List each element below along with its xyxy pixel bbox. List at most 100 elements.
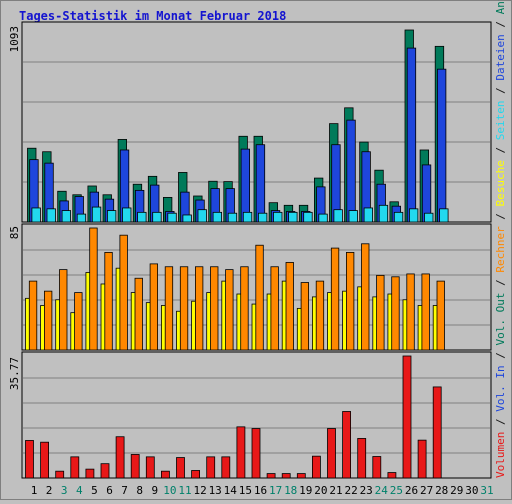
x-tick-label-day-24: 24 (375, 484, 389, 497)
bar-rechner-day-21 (330, 247, 340, 351)
x-tick-label-day-13: 13 (209, 484, 222, 497)
bar-volumen-day-7 (115, 436, 125, 479)
bar-volumen-day-24 (372, 456, 382, 479)
bar-rechner-day-27 (421, 273, 430, 351)
bar-volumen-day-18 (281, 473, 291, 479)
x-tick-label-day-17: 17 (269, 484, 282, 497)
bar-seiten-day-6 (107, 210, 117, 223)
bar-rechner-day-7 (119, 234, 128, 351)
x-tick-label-day-11: 11 (178, 484, 191, 497)
x-tick-label-day-4: 4 (76, 484, 83, 497)
bar-rechner-day-16 (255, 244, 264, 351)
bar-volumen-day-22 (342, 411, 352, 479)
bar-rechner-day-26 (406, 273, 415, 351)
legend-item-10: Seiten (494, 100, 507, 140)
bar-volumen-day-1 (25, 440, 34, 479)
x-tick-label-day-19: 19 (299, 484, 312, 497)
bar-seiten-day-18 (288, 211, 298, 223)
bar-seiten-day-14 (227, 212, 238, 223)
y-max-label-middle: 85 (8, 226, 21, 239)
legend-text: Volumen / Vol. In / Vol. Out / Rechner /… (494, 0, 507, 478)
bar-rechner-day-3 (59, 269, 68, 351)
bar-seiten-day-28 (439, 208, 449, 223)
bar-rechner-day-23 (361, 243, 370, 351)
legend-item-8: Besuche (494, 160, 507, 206)
x-tick-label-day-18: 18 (284, 484, 297, 497)
legend-item-3: / (494, 346, 507, 366)
x-tick-label-day-2: 2 (46, 484, 53, 497)
bar-seiten-day-11 (182, 214, 192, 223)
bar-rechner-day-4 (74, 292, 83, 351)
bar-rechner-day-14 (225, 269, 234, 351)
bar-rechner-day-12 (194, 266, 204, 351)
x-tick-label-day-22: 22 (344, 484, 357, 497)
x-tick-label-day-15: 15 (239, 484, 252, 497)
x-tick-label-day-26: 26 (405, 484, 418, 497)
legend-item-5: / (494, 273, 507, 293)
bar-volumen-day-5 (85, 468, 95, 479)
x-tick-label-day-31: 31 (480, 484, 493, 497)
bar-volumen-day-9 (145, 456, 155, 479)
bar-volumen-day-8 (130, 454, 140, 479)
legend-item-6: Rechner (494, 226, 507, 273)
bar-volumen-day-4 (70, 456, 80, 479)
bar-seiten-day-22 (348, 210, 358, 223)
bar-volumen-day-26 (402, 355, 412, 479)
bar-seiten-day-8 (137, 211, 147, 223)
x-tick-label-day-27: 27 (420, 484, 433, 497)
bar-seiten-day-19 (303, 211, 313, 223)
bar-rechner-day-22 (345, 251, 355, 351)
x-tick-label-day-12: 12 (193, 484, 206, 497)
bar-seiten-day-1 (31, 207, 41, 223)
x-tick-label-day-5: 5 (91, 484, 98, 497)
bar-rechner-day-28 (436, 280, 445, 351)
bar-dateien-day-15 (240, 148, 251, 223)
bar-seiten-day-2 (46, 208, 56, 223)
legend-item-7: / (494, 206, 507, 226)
x-tick-label-day-10: 10 (163, 484, 176, 497)
bar-volumen-day-12 (191, 470, 201, 479)
bar-volumen-day-21 (327, 428, 336, 479)
bar-volumen-day-25 (387, 472, 397, 479)
bar-seiten-day-23 (363, 207, 374, 223)
bar-dateien-day-26 (406, 47, 417, 223)
x-axis-day-labels: 1 2 3 4 5 6 7 8 9 10 11 12 13 14 15 16 17 18 19 20 21 22 23 24 2… (31, 484, 494, 497)
bar-rechner-day-18 (285, 262, 294, 351)
bar-rechner-day-25 (391, 276, 400, 351)
legend-item-0: Volumen (494, 432, 507, 478)
bar-rechner-day-5 (89, 227, 98, 351)
legend-item-14: Anfragen (494, 0, 507, 14)
bar-seiten-day-21 (333, 209, 343, 223)
bar-volumen-day-19 (296, 473, 306, 479)
bar-seiten-day-10 (167, 212, 177, 223)
bar-seiten-day-25 (393, 211, 404, 223)
bar-seiten-day-13 (212, 211, 223, 223)
bar-seiten-day-15 (242, 211, 253, 223)
legend-item-13: / (494, 14, 507, 34)
bar-seiten-day-7 (122, 207, 132, 223)
bar-volumen-day-10 (160, 470, 170, 479)
bar-seiten-day-16 (257, 212, 268, 223)
bar-dateien-day-28 (436, 68, 447, 223)
legend-item-2: Vol. In (494, 365, 507, 411)
bar-rechner-day-24 (376, 274, 385, 351)
bar-rechner-day-19 (300, 282, 310, 351)
bar-seiten-day-26 (408, 208, 419, 223)
y-max-label-bottom: 35.77 (8, 357, 21, 390)
bar-rechner-day-15 (240, 266, 249, 351)
bar-seiten-day-4 (76, 213, 87, 223)
x-tick-label-day-23: 23 (360, 484, 373, 497)
bar-volumen-day-14 (221, 456, 231, 479)
bar-seiten-day-9 (152, 211, 162, 223)
bar-rechner-day-2 (44, 290, 53, 351)
bar-volumen-day-16 (251, 428, 261, 479)
x-tick-label-day-1: 1 (31, 484, 38, 497)
x-tick-label-day-28: 28 (435, 484, 448, 497)
x-tick-label-day-8: 8 (136, 484, 143, 497)
bar-rechner-day-9 (149, 263, 159, 351)
legend-item-4: Vol. Out (494, 293, 507, 346)
x-tick-label-day-14: 14 (224, 484, 238, 497)
bar-dateien-day-22 (346, 119, 356, 223)
